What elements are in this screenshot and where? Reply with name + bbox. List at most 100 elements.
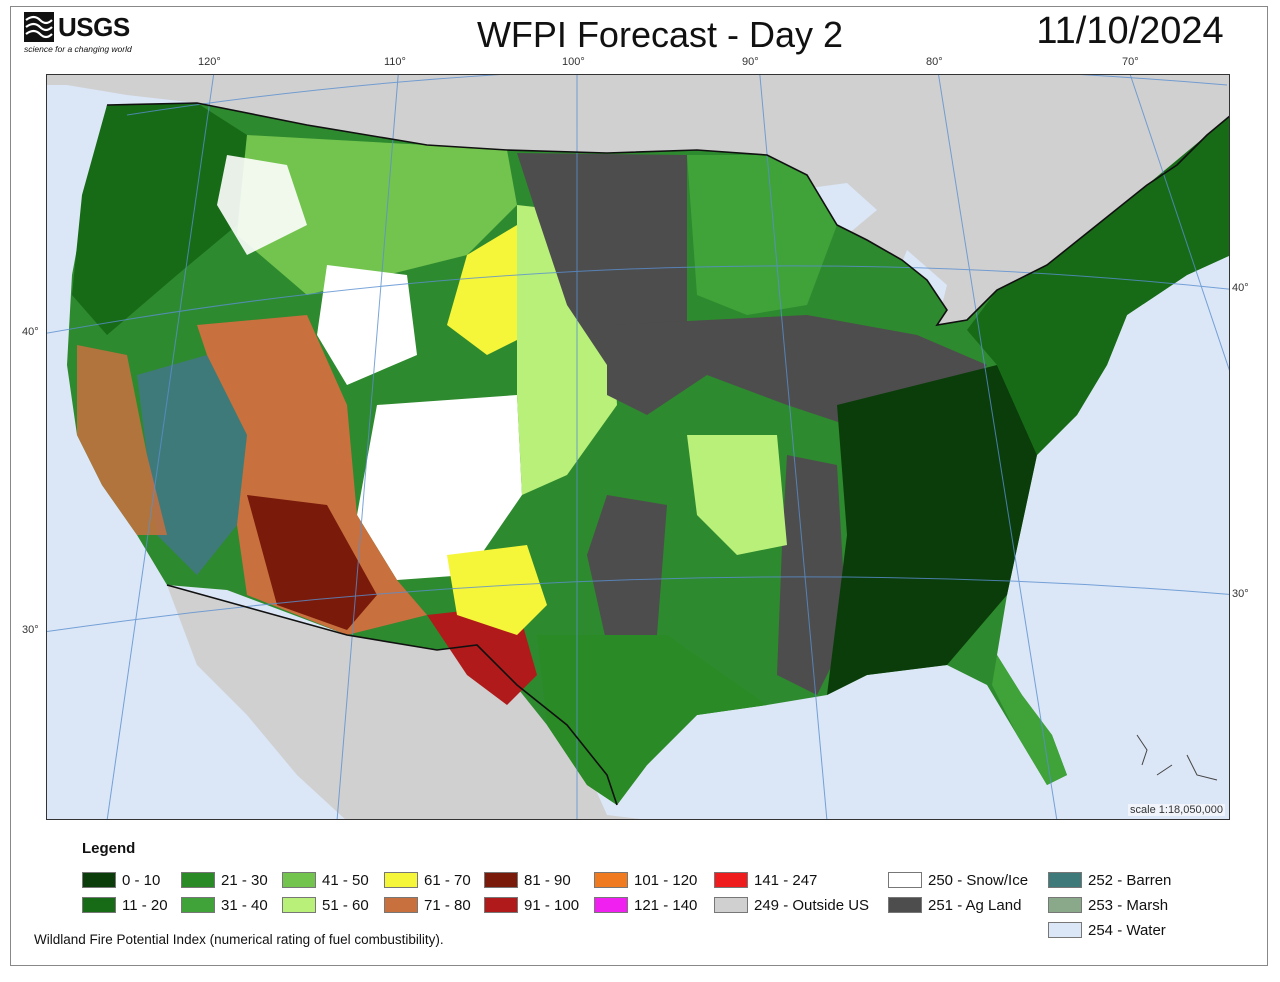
legend-label: 0 - 10 <box>122 871 161 889</box>
legend-item: 91 - 100 <box>484 896 579 914</box>
region-ozarks <box>687 435 787 555</box>
legend-swatch <box>714 897 748 913</box>
legend-label: 71 - 80 <box>424 896 471 914</box>
legend-item: 101 - 120 <box>594 871 697 889</box>
latitude-label: 30° <box>22 624 39 636</box>
legend-item: 141 - 247 <box>714 871 817 889</box>
legend-swatch <box>484 897 518 913</box>
latitude-label: 40° <box>1232 282 1249 294</box>
region-ag-land-north <box>517 153 687 365</box>
region-southwest-extreme <box>247 495 377 630</box>
legend-item: 11 - 20 <box>82 896 168 914</box>
legend-label: 141 - 247 <box>754 871 818 889</box>
region-northern-rockies <box>237 135 517 295</box>
legend-swatch <box>384 872 418 888</box>
region-snow-southern-rockies <box>357 395 522 580</box>
legend-label: 121 - 140 <box>634 896 698 914</box>
wfpi-map[interactable]: scale 1:18,050,000 <box>46 74 1230 820</box>
map-scale: scale 1:18,050,000 <box>1128 804 1225 816</box>
legend-swatch <box>1048 897 1082 913</box>
legend-swatch <box>181 897 215 913</box>
legend-label: 101 - 120 <box>634 871 698 889</box>
region-texas-gulf <box>537 635 767 805</box>
legend-swatch <box>181 872 215 888</box>
legend-item: 41 - 50 <box>282 871 369 889</box>
bahamas-islands <box>1136 734 1218 781</box>
longitude-label: 70° <box>1122 56 1139 68</box>
region-ag-land-delta <box>777 455 847 695</box>
usgs-logo-tagline: science for a changing world <box>24 44 132 54</box>
region-upper-midwest <box>687 155 837 315</box>
map-canvas <box>47 75 1229 819</box>
region-southeast-forest <box>827 365 1037 695</box>
legend-title: Legend <box>82 840 136 857</box>
legend-swatch <box>484 872 518 888</box>
region-snow-west <box>217 155 307 255</box>
forecast-date: 11/10/2024 <box>1036 10 1224 52</box>
map-title: WFPI Forecast - Day 2 <box>476 14 844 55</box>
legend-swatch <box>82 897 116 913</box>
legend-swatch <box>282 897 316 913</box>
legend-item: 254 - Water <box>1048 921 1166 939</box>
legend-label: 251 - Ag Land <box>928 896 1022 914</box>
latitude-label: 40° <box>22 326 39 338</box>
longitude-label: 120° <box>198 56 221 68</box>
legend-label: 252 - Barren <box>1088 871 1172 889</box>
legend-item: 250 - Snow/Ice <box>888 871 1028 889</box>
legend-item: 21 - 30 <box>181 871 268 889</box>
legend-swatch <box>282 872 316 888</box>
legend-item: 249 - Outside US <box>714 896 869 914</box>
legend-label: 41 - 50 <box>322 871 369 889</box>
legend-swatch <box>82 872 116 888</box>
legend-label: 31 - 40 <box>221 896 268 914</box>
legend-swatch <box>594 872 628 888</box>
region-pacific-nw <box>72 103 247 335</box>
legend-swatch <box>888 872 922 888</box>
legend-item: 81 - 90 <box>484 871 571 889</box>
legend-item: 51 - 60 <box>282 896 369 914</box>
legend-item: 71 - 80 <box>384 896 471 914</box>
region-yellow-plains <box>447 545 547 635</box>
longitude-label: 110° <box>384 56 406 68</box>
legend-swatch <box>1048 872 1082 888</box>
legend-footnote: Wildland Fire Potential Index (numerical… <box>34 932 444 947</box>
region-snow-rockies <box>317 265 417 385</box>
legend-label: 61 - 70 <box>424 871 471 889</box>
legend-swatch <box>384 897 418 913</box>
longitude-label: 100° <box>562 56 585 68</box>
graticule-lines <box>47 75 1229 819</box>
mexico-landmass <box>167 585 641 819</box>
legend-swatch <box>1048 922 1082 938</box>
canada-landmass <box>47 75 1229 325</box>
legend-label: 250 - Snow/Ice <box>928 871 1029 889</box>
legend-label: 249 - Outside US <box>754 896 870 914</box>
longitude-label: 90° <box>742 56 759 68</box>
legend-item: 31 - 40 <box>181 896 268 914</box>
legend-label: 51 - 60 <box>322 896 369 914</box>
region-california-coast <box>77 345 167 535</box>
region-great-basin-barren <box>137 355 247 575</box>
region-yellow-bands <box>447 225 527 355</box>
legend-item: 251 - Ag Land <box>888 896 1021 914</box>
longitude-label: 80° <box>926 56 943 68</box>
legend-label: 91 - 100 <box>524 896 580 914</box>
legend-label: 21 - 30 <box>221 871 268 889</box>
legend-swatch <box>888 897 922 913</box>
legend-label: 254 - Water <box>1088 921 1166 939</box>
region-northeast-forest <box>967 116 1229 455</box>
region-southwest-high <box>197 315 427 635</box>
legend-item: 61 - 70 <box>384 871 471 889</box>
us-border <box>106 102 1229 806</box>
latitude-label: 30° <box>1232 588 1249 600</box>
legend-item: 121 - 140 <box>594 896 697 914</box>
legend-label: 81 - 90 <box>524 871 571 889</box>
usgs-logo: USGS science for a changing world <box>24 12 144 56</box>
legend-item: 252 - Barren <box>1048 871 1171 889</box>
legend-label: 253 - Marsh <box>1088 896 1169 914</box>
legend-label: 11 - 20 <box>122 896 168 914</box>
legend-swatch <box>594 897 628 913</box>
usgs-logo-mark <box>24 12 54 42</box>
region-ag-land-southern-plains <box>587 495 667 645</box>
legend-swatch <box>714 872 748 888</box>
legend-item: 0 - 10 <box>82 871 160 889</box>
